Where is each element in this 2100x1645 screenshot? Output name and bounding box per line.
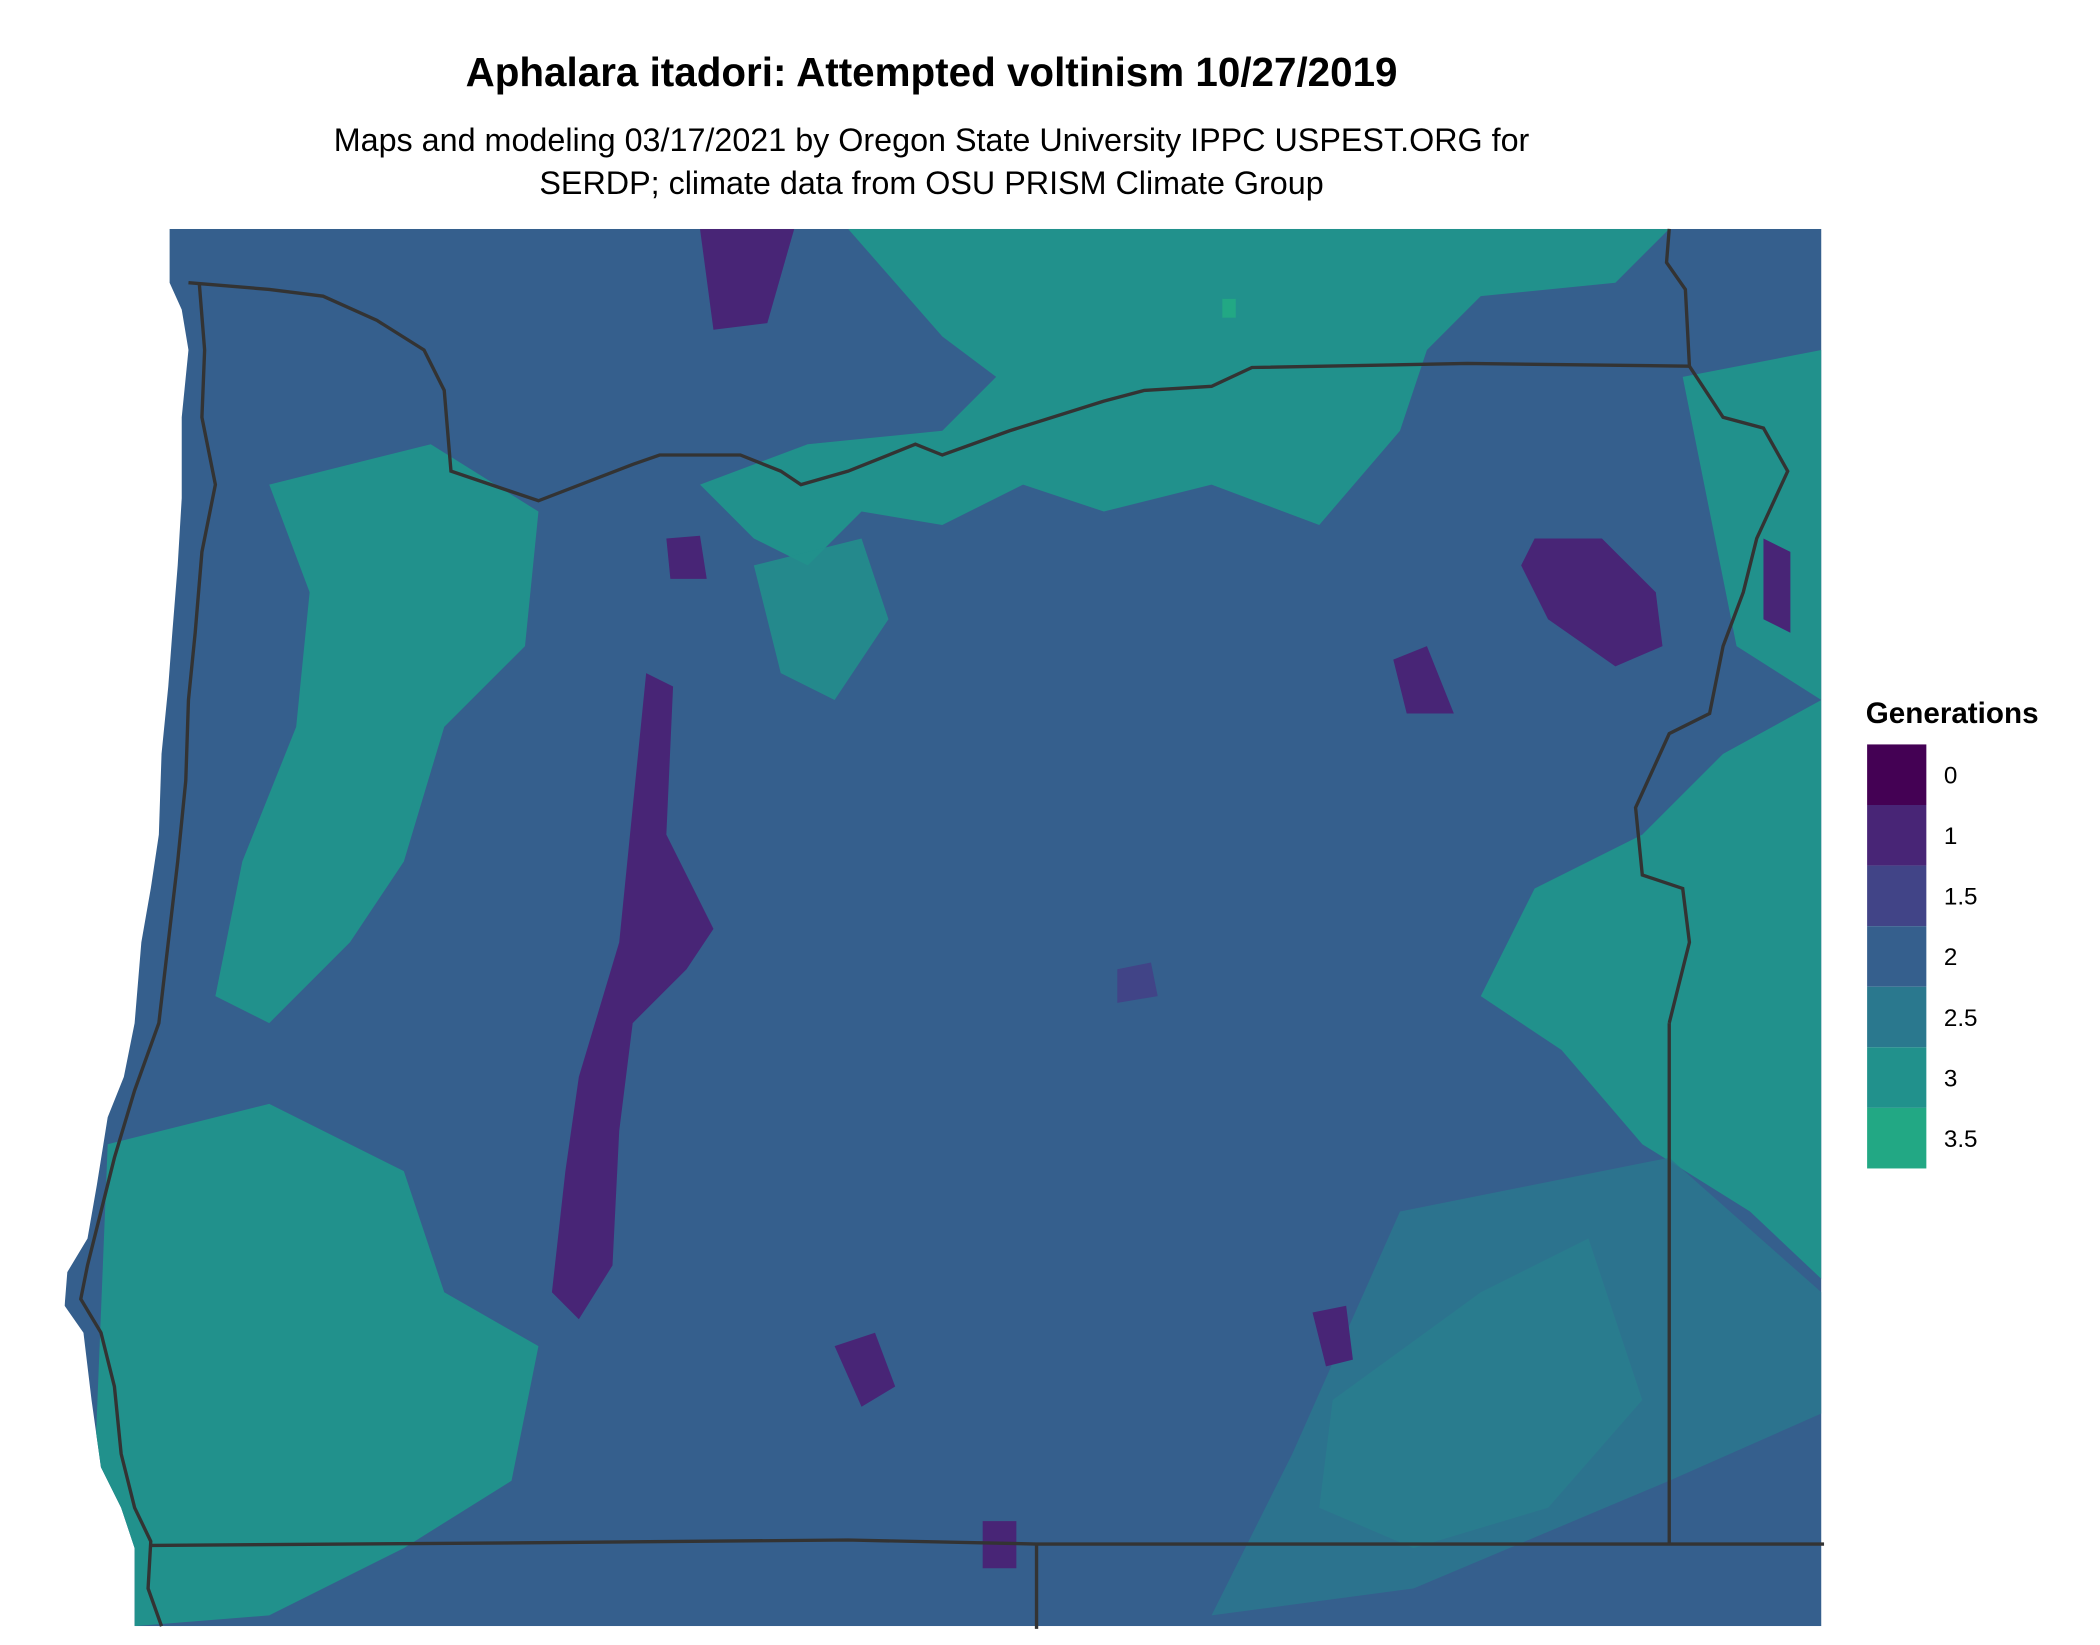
legend-label: 1.5 (1944, 884, 1978, 911)
legend-label: 3.5 (1944, 1126, 1978, 1153)
region-3-willamette (215, 444, 539, 1024)
snake-river-boundary (1633, 365, 1790, 1024)
region-3.5-patch (1222, 298, 1236, 318)
region-1-steens (1312, 1305, 1353, 1367)
region-1.5-patch (1117, 962, 1158, 1003)
columbia-river-boundary (188, 281, 1690, 503)
state-boundaries (78, 228, 1825, 1629)
map-subtitle-line1: Maps and modeling 03/17/2021 by Oregon S… (334, 122, 1530, 158)
region-3-east (1480, 700, 1822, 1279)
legend-label: 2 (1944, 944, 1957, 971)
oregon-coastline (78, 282, 218, 1627)
region-3-southwest (94, 1103, 539, 1627)
region-1-ochoco (1393, 646, 1454, 714)
legend-swatch (1867, 986, 1927, 1048)
legend-title: Generations (1866, 697, 2039, 730)
legend-swatch (1867, 805, 1927, 866)
legend-swatch (1867, 926, 1927, 987)
raster-map (64, 228, 1822, 1627)
region-1-hood (666, 535, 707, 579)
legend-swatch (1867, 1047, 1927, 1108)
region-3-columbia (700, 228, 1670, 566)
region-1-cascades (551, 673, 714, 1320)
legend-label: 0 (1944, 762, 1957, 789)
legend-swatch (1867, 744, 1927, 805)
region-1-north (700, 228, 795, 330)
legend-label: 1 (1944, 823, 1957, 850)
legend-label: 3 (1944, 1065, 1957, 1092)
region-1-wallowa (1763, 538, 1791, 633)
southern-border (150, 1538, 1825, 1548)
map-subtitle-line2: SERDP; climate data from OSU PRISM Clima… (539, 165, 1323, 201)
washington-idaho-border (1664, 228, 1692, 367)
map-title: Aphalara itadori: Attempted voltinism 10… (466, 49, 1398, 95)
legend-label: 2.5 (1944, 1005, 1978, 1032)
region-1-blue-mountains (1521, 538, 1663, 667)
region-1-south-central (834, 1332, 896, 1407)
legend-swatch (1867, 1107, 1927, 1169)
legend-swatch (1867, 865, 1927, 927)
legend: Generations 0 1 1.5 2 2.5 3 3.5 (1866, 697, 2039, 1169)
region-3-deschutes (753, 538, 889, 700)
